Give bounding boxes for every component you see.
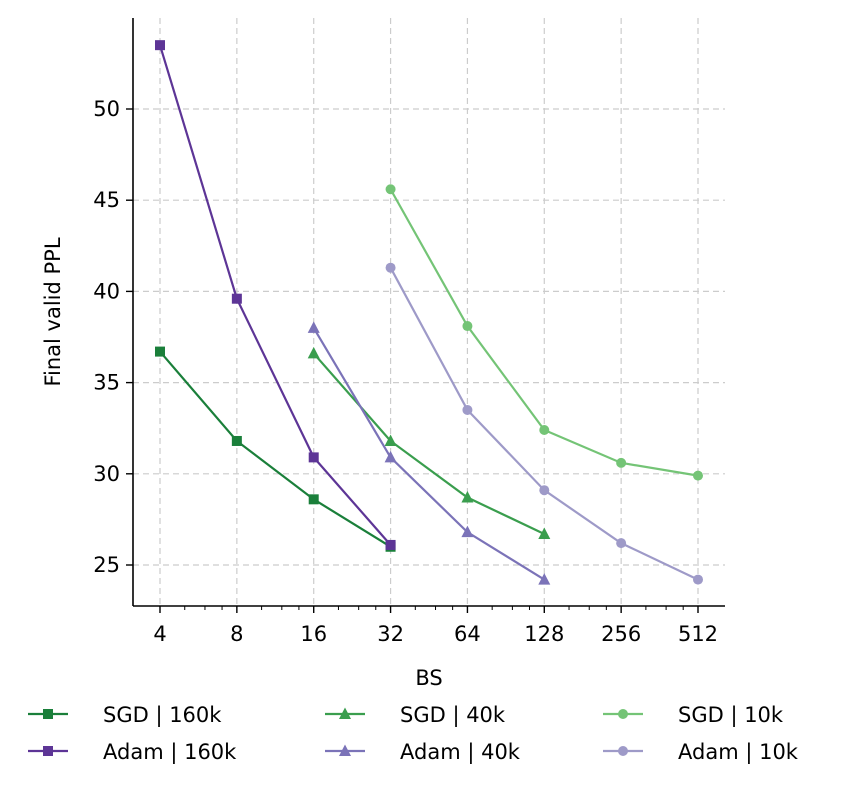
data-point [461, 491, 474, 503]
x-axis-label: BS [415, 666, 442, 690]
legend-marker [618, 709, 628, 719]
legend-item: SGD | 40k [325, 703, 506, 728]
data-point [231, 435, 242, 446]
data-point [538, 573, 551, 585]
legend-marker [43, 746, 53, 756]
series-adam-40k [307, 321, 551, 585]
data-point [461, 525, 474, 538]
data-point [307, 321, 320, 333]
x-tick-label: 128 [524, 622, 564, 646]
data-point [385, 184, 396, 195]
legend-label: SGD | 10k [678, 703, 784, 728]
data-point [539, 425, 550, 436]
data-point [693, 574, 703, 585]
x-tick-label: 32 [377, 622, 404, 646]
series-line [312, 327, 545, 581]
y-tick-label: 25 [93, 553, 120, 577]
x-tick-label: 256 [601, 622, 641, 646]
data-point [307, 346, 320, 359]
series-adam-10k [385, 262, 703, 585]
series-adam-160k [155, 40, 396, 550]
legend-item: Adam | 10k [603, 740, 799, 765]
data-point [155, 40, 165, 51]
data-point [308, 494, 319, 505]
series-sgd-10k [385, 184, 703, 481]
data-point [384, 450, 397, 463]
data-point [538, 527, 551, 539]
data-point [155, 346, 165, 357]
legend-label: Adam | 40k [400, 740, 521, 765]
x-tick-label: 16 [300, 622, 327, 646]
data-point [385, 539, 396, 550]
y-axis-label: Final valid PPL [41, 237, 65, 386]
series-line [159, 350, 392, 548]
data-point [693, 470, 703, 481]
legend-item: Adam | 40k [325, 740, 521, 765]
plot-area [155, 40, 703, 585]
legend-marker [618, 746, 628, 756]
legend-item: Adam | 160k [28, 740, 237, 765]
data-point [308, 452, 319, 463]
y-tick-label: 35 [93, 371, 120, 395]
series-sgd-40k [307, 346, 551, 539]
y-tick-label: 50 [93, 97, 120, 121]
x-tick-label: 64 [454, 622, 481, 646]
legend-marker [339, 744, 351, 756]
y-ticks: 25 30 35 40 45 50 [93, 97, 133, 577]
data-point [462, 321, 473, 332]
data-point [231, 293, 242, 304]
x-ticks: 4 8 16 32 64 128 256 512 [153, 606, 718, 646]
legend-item: SGD | 10k [603, 703, 784, 728]
x-tick-label: 8 [230, 622, 243, 646]
legend-label: SGD | 160k [103, 703, 222, 728]
legend-item: SGD | 160k [28, 703, 222, 728]
series-line [312, 352, 545, 535]
y-tick-label: 40 [93, 279, 120, 303]
legend: SGD | 160k SGD | 40k SGD | 10k Adam | 160k A… [28, 703, 799, 765]
data-point [384, 434, 397, 446]
series-line [158, 44, 392, 546]
data-point [385, 262, 396, 273]
y-tick-label: 45 [93, 188, 120, 212]
legend-label: Adam | 160k [103, 740, 237, 765]
legend-label: Adam | 10k [678, 740, 799, 765]
y-tick-label: 30 [93, 462, 120, 486]
x-tick-label: 512 [678, 622, 718, 646]
data-point [616, 538, 627, 549]
legend-label: SGD | 40k [400, 703, 506, 728]
axes [132, 18, 725, 607]
data-point [616, 457, 627, 468]
legend-marker [339, 707, 351, 719]
x-tick-label: 4 [153, 622, 166, 646]
grid [133, 18, 725, 606]
data-point [539, 485, 550, 496]
data-point [462, 404, 473, 415]
legend-marker [43, 709, 53, 719]
